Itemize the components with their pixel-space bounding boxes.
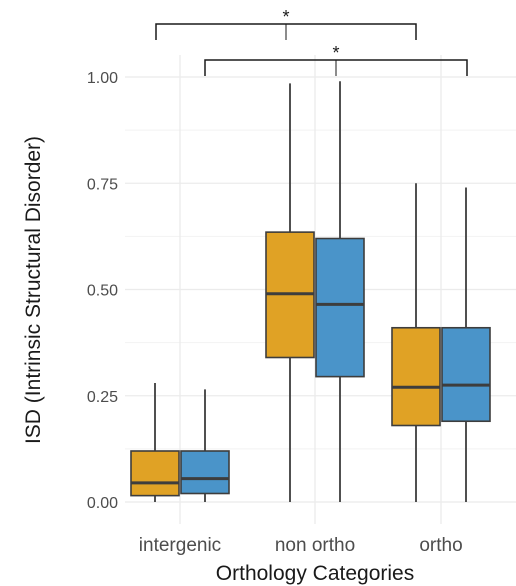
box-ortho-series-1 <box>391 183 441 502</box>
box-non-ortho-series-1 <box>265 83 315 502</box>
significance-bracket: * <box>155 7 417 40</box>
y-tick-label: 1.00 <box>87 70 118 87</box>
y-tick-label: 0.25 <box>87 389 118 406</box>
x-category-label: non ortho <box>275 535 355 556</box>
x-category-label: intergenic <box>139 535 221 556</box>
box-body <box>180 450 230 495</box>
box-body <box>130 450 180 497</box>
significance-star: * <box>282 7 289 27</box>
x-axis-title: Orthology Categories <box>216 562 414 585</box>
y-tick-label: 0.00 <box>87 495 118 512</box>
box-body <box>441 326 491 423</box>
y-tick-label: 0.75 <box>87 176 118 193</box>
significance-star: * <box>332 43 339 63</box>
x-category-label: ortho <box>419 535 462 556</box>
significance-bracket: * <box>204 43 468 76</box>
box-intergenic-series-2 <box>180 389 230 502</box>
box-non-ortho-series-2 <box>315 81 365 502</box>
box-body <box>315 237 365 378</box>
y-tick-label: 0.50 <box>87 283 118 300</box>
box-ortho-series-2 <box>441 187 491 502</box>
axis-ticks: 0.00 0.25 0.50 0.75 1.00 intergenic non ortho o… <box>87 70 463 556</box>
box-body <box>391 326 441 427</box>
significance-brackets: ** <box>155 7 468 76</box>
box-intergenic-series-1 <box>130 383 180 502</box>
box-groups <box>130 81 491 502</box>
y-axis-title: ISD (Intrinsic Structural Disorder) <box>22 136 45 444</box>
